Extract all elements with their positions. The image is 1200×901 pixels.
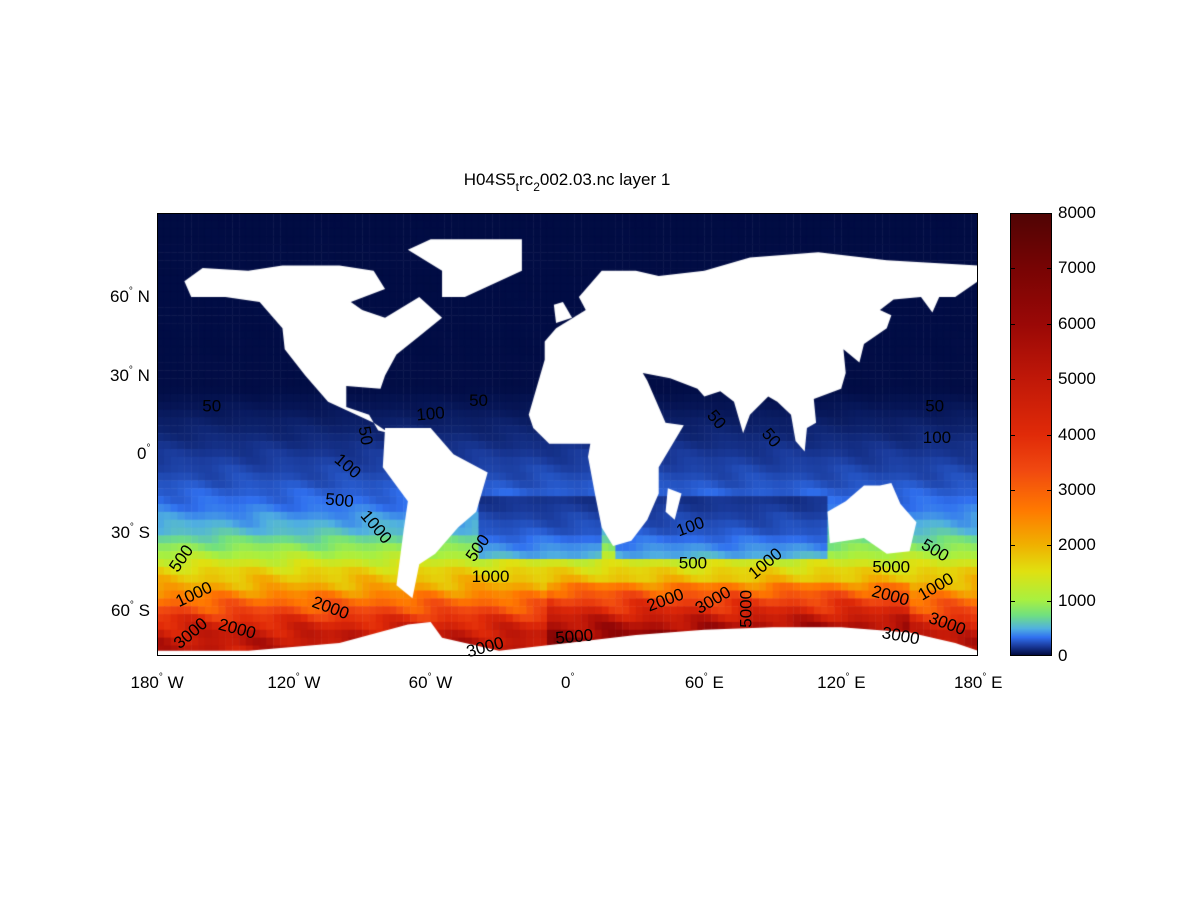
colorbar-tick-mark <box>1010 489 1015 491</box>
colorbar-tick-mark <box>1047 379 1052 381</box>
contour-label: 1000 <box>357 506 396 547</box>
axis-tick-label: 30° S <box>111 521 150 542</box>
contour-label: 100 <box>331 450 365 483</box>
colorbar-tick-mark <box>1010 379 1015 381</box>
colorbar-tick-label: 0 <box>1058 646 1068 665</box>
contour-label: 5000 <box>872 557 910 576</box>
title-part: H04S5 <box>463 170 516 189</box>
contour-label: 5000 <box>737 590 756 628</box>
contour-label: 50 <box>469 391 488 410</box>
axis-tick-label: 180° E <box>954 672 1003 692</box>
contour-label: 3000 <box>464 633 505 661</box>
title-part: 002.03.nc layer 1 <box>539 170 671 189</box>
contour-label: 100 <box>674 513 707 541</box>
colorbar-tick-mark <box>1047 434 1052 436</box>
contour-label: 5000 <box>555 626 594 648</box>
contour-label: 50 <box>925 396 944 415</box>
colorbar-tick-mark <box>1010 323 1015 325</box>
colorbar-tick-mark <box>1010 545 1015 547</box>
contour-label: 50 <box>758 424 785 451</box>
contour-label: 500 <box>679 554 707 573</box>
axis-tick-label: 60° E <box>684 672 724 692</box>
axis-tick-label: 120° W <box>267 672 321 692</box>
colorbar-tick-label: 8000 <box>1058 203 1096 222</box>
contour-label: 500 <box>165 541 197 575</box>
contour-label: 100 <box>923 428 951 447</box>
colorbar-tick-mark <box>1047 545 1052 547</box>
colorbar-tick-label: 5000 <box>1058 369 1096 389</box>
colorbar-tick-label: 1000 <box>1058 590 1096 610</box>
contour-label: 3000 <box>926 608 968 639</box>
colorbar-tick-mark <box>1047 600 1052 602</box>
colorbar-tick-label: 6000 <box>1058 313 1096 333</box>
colorbar-tick-mark <box>1010 600 1015 602</box>
axis-tick-label: 60° W <box>408 672 453 692</box>
contour-label: 1000 <box>472 567 510 586</box>
plot-title: H04S5trc2002.03.nc layer 1 <box>0 170 1134 194</box>
contour-label: 500 <box>462 531 494 565</box>
contour-label: 500 <box>325 490 355 511</box>
colorbar-tick-mark <box>1047 489 1052 491</box>
colorbar <box>1010 213 1052 656</box>
contour-label: 3000 <box>170 614 211 653</box>
heatmap-field <box>157 213 978 656</box>
axis-tick-label: 0° <box>561 672 575 692</box>
contour-label: 1000 <box>173 578 215 611</box>
axis-tick-label: 0° <box>137 443 151 464</box>
map-axes-frame <box>157 213 978 656</box>
contour-label: 50 <box>202 396 221 415</box>
contour-label: 50 <box>355 425 377 447</box>
contour-label: 3000 <box>692 582 734 617</box>
axis-tick-label: 180° W <box>130 672 184 692</box>
contour-label: 2000 <box>644 585 686 616</box>
colorbar-tick-mark <box>1010 434 1015 436</box>
colorbar-tick-mark <box>1047 323 1052 325</box>
contour-label: 500 <box>918 535 952 566</box>
contour-label: 100 <box>416 403 446 424</box>
colorbar-tick-label: 7000 <box>1058 258 1096 278</box>
colorbar-tick-label: 2000 <box>1058 535 1096 555</box>
colorbar-tick-label: 3000 <box>1058 479 1096 499</box>
axis-tick-label: 120° E <box>817 672 866 692</box>
axis-tick-label: 30° N <box>110 364 150 385</box>
contour-label: 2000 <box>310 592 352 623</box>
contour-label: 2000 <box>216 615 257 643</box>
colorbar-tick-label: 4000 <box>1058 424 1096 444</box>
contour-label: 3000 <box>880 623 921 648</box>
axis-tick-label: 60° S <box>111 600 150 621</box>
contour-label: 50 <box>703 406 730 433</box>
contour-label: 1000 <box>915 569 957 604</box>
contour-label: 1000 <box>745 544 786 583</box>
title-subscript: t <box>515 180 520 194</box>
axis-tick-label: 60° N <box>110 285 150 306</box>
colorbar-tick-mark <box>1047 268 1052 270</box>
title-part: rc <box>519 170 534 189</box>
contour-label: 2000 <box>870 582 911 610</box>
title-subscript: 2 <box>533 180 540 194</box>
colorbar-tick-mark <box>1010 268 1015 270</box>
